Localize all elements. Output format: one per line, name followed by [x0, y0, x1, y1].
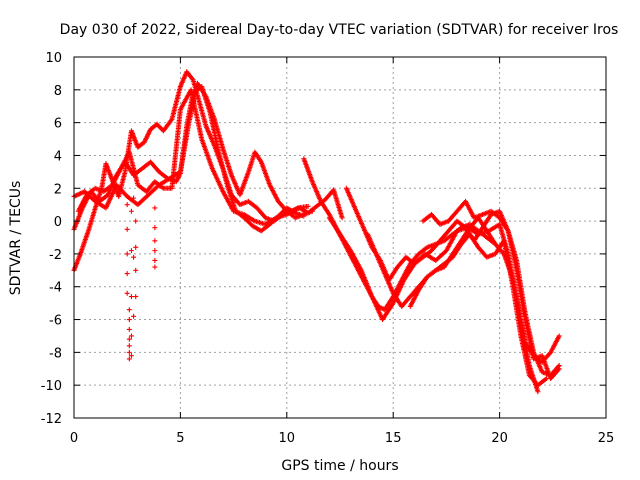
data-point-marker — [124, 290, 130, 296]
data-point-marker — [535, 389, 541, 395]
plot-frame — [73, 56, 607, 419]
data-point-marker — [128, 208, 134, 214]
y-tick-label: 6 — [54, 117, 62, 132]
data-point-marker — [133, 267, 139, 273]
data-point-marker — [133, 244, 139, 250]
data-point-marker — [126, 336, 132, 342]
y-tick-label: 0 — [54, 215, 62, 230]
x-tick-label: 25 — [598, 431, 615, 446]
y-tick-label: -4 — [49, 281, 62, 296]
data-point-marker — [126, 326, 132, 332]
data-point-marker — [124, 202, 130, 208]
chart-title: Day 030 of 2022, Sidereal Day-to-day VTE… — [60, 22, 619, 38]
data-point-marker — [131, 254, 137, 260]
data-point-marker — [152, 238, 158, 244]
x-tick-label: 10 — [279, 431, 296, 446]
data-point-marker — [152, 257, 158, 263]
data-point-marker — [339, 215, 345, 221]
data-point-marker — [131, 313, 137, 319]
axis-ticks: 0 5 10 15 20 25 -12 -10 -8 -6 -4 -2 0 2 4 6 8 10 — [41, 51, 615, 446]
x-axis-label: GPS time / hours — [281, 458, 398, 474]
data-point-marker — [124, 226, 130, 232]
data-points — [71, 69, 562, 395]
data-point-marker — [126, 317, 132, 323]
data-point-marker — [128, 353, 134, 359]
data-point-marker — [543, 376, 549, 382]
data-point-marker — [131, 195, 137, 201]
data-point-marker — [152, 248, 158, 254]
grid-lines — [74, 57, 606, 418]
data-point-marker — [128, 248, 134, 254]
data-point-marker — [556, 333, 562, 339]
y-tick-label: 10 — [45, 51, 62, 66]
data-point-marker — [126, 349, 132, 355]
data-point-marker — [124, 271, 130, 277]
x-tick-label: 20 — [491, 431, 508, 446]
data-point-marker — [133, 218, 139, 224]
data-point-marker — [555, 364, 561, 370]
x-tick-label: 5 — [176, 431, 184, 446]
y-tick-label: 8 — [54, 84, 62, 99]
data-point-marker — [128, 294, 134, 300]
data-point-marker — [126, 343, 132, 349]
y-tick-label: -10 — [41, 379, 62, 394]
data-point-marker — [309, 208, 315, 214]
x-tick-label: 0 — [70, 431, 78, 446]
y-tick-label: -6 — [49, 314, 62, 329]
data-point-marker — [124, 251, 130, 257]
data-point-marker — [128, 333, 134, 339]
y-tick-label: 2 — [54, 182, 62, 197]
series-track-2 — [71, 84, 307, 234]
y-tick-label: -2 — [49, 248, 62, 263]
data-point-marker — [133, 294, 139, 300]
x-tick-label: 15 — [385, 431, 402, 446]
data-point-marker — [152, 205, 158, 211]
data-point-marker — [152, 225, 158, 231]
data-point-marker — [152, 264, 158, 270]
y-tick-label: -8 — [49, 346, 62, 361]
y-axis-label: SDTVAR / TECUs — [8, 181, 24, 296]
data-point-marker — [126, 307, 132, 313]
data-point-marker — [556, 362, 562, 368]
series-track-10 — [420, 198, 562, 378]
data-point-marker — [126, 356, 132, 362]
data-point-marker — [305, 203, 311, 209]
y-tick-label: -12 — [41, 412, 62, 427]
series-track-4 — [75, 87, 311, 227]
series-track-9 — [407, 231, 549, 388]
y-tick-label: 4 — [54, 149, 62, 164]
series-dropouts — [124, 195, 158, 362]
